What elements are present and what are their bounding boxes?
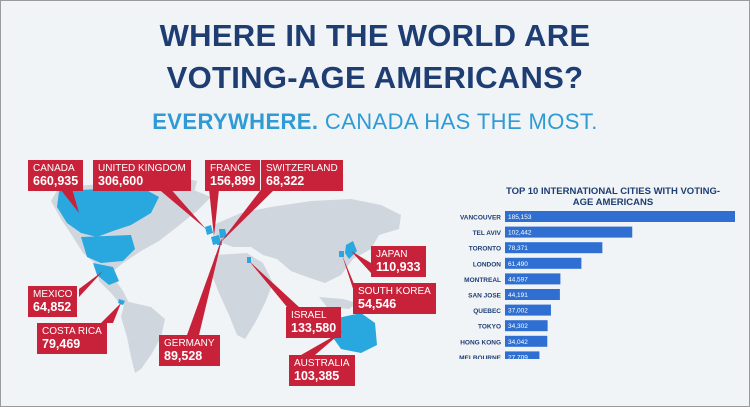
land-indonesia [319,297,357,309]
country-name: FRANCE [210,163,252,174]
land-south-america [121,301,165,373]
pointer-uk [156,187,206,229]
city-value-label: 34,302 [508,323,528,330]
callout-south-korea: SOUTH KOREA 54,546 [353,283,436,314]
land-eurasia [213,199,401,283]
city-bar [505,242,603,254]
city-label: QUEBEC [473,308,501,315]
callout-japan: JAPAN 110,933 [371,246,426,277]
city-label: TORONTO [469,246,501,253]
city-value-label: 27,709 [508,354,528,359]
country-value: 68,322 [266,174,305,188]
callout-united-kingdom: UNITED KINGDOM 306,600 [93,160,191,191]
country-value: 110,933 [376,260,421,274]
city-label: TEL AVIV [473,230,502,237]
pointer-canada [57,185,79,213]
country-name: CANADA [33,163,75,174]
country-name: GERMANY [164,338,215,349]
callout-australia: AUSTRALIA 103,385 [289,355,355,386]
country-name: ISRAEL [291,310,327,321]
city-label: MELBOURNE [459,355,502,359]
highlight-japan [345,241,357,259]
callout-mexico: MEXICO 64,852 [28,286,78,317]
city-value-label: 37,002 [508,308,528,315]
city-bar [505,335,548,347]
callout-france: FRANCE 156,899 [205,160,261,191]
pointer-israel [249,261,299,307]
pointer-costa-rica [101,303,121,323]
city-bar [505,304,551,316]
country-name: UNITED KINGDOM [98,163,186,174]
highlight-mexico [93,263,119,285]
country-value: 54,546 [358,297,397,311]
country-value: 133,580 [291,321,337,335]
city-bar [505,226,633,238]
country-value: 79,469 [42,337,81,351]
highlight-germany [219,229,227,238]
pointer-mexico [79,271,103,297]
subheadline: EVERYWHERE. CANADA HAS THE MOST. [1,109,749,135]
pointer-switzerland [220,187,277,243]
callout-canada: CANADA 660,935 [28,160,84,191]
city-label: TOKYO [478,324,501,331]
callout-switzerland: SWITZERLAND 68,322 [261,160,343,191]
highlight-south-korea [339,251,344,257]
callout-germany: GERMANY 89,528 [159,335,220,366]
highlight-australia [331,313,377,353]
subheadline-bold: EVERYWHERE. [152,109,319,134]
highlight-uk [205,225,213,235]
country-value: 306,600 [98,174,144,188]
city-value-label: 102,442 [508,230,532,237]
city-label: SAN JOSE [468,293,502,300]
city-value-label: 34,042 [508,339,528,346]
country-value: 660,935 [33,174,79,188]
city-value-label: 61,490 [508,261,528,268]
pointer-germany [187,235,223,335]
chart-title: TOP 10 INTERNATIONAL CITIES WITH VOTING-… [505,186,721,208]
city-value-label: 44,597 [508,276,528,283]
city-value-label: 44,191 [508,292,528,299]
city-bar [505,257,582,269]
callout-israel: ISRAEL 133,580 [286,307,342,338]
city-value-label: 78,371 [508,245,528,252]
headline-line-1: WHERE IN THE WORLD ARE [159,18,591,53]
highlight-israel [247,257,251,263]
land-africa [211,253,273,339]
country-value: 103,385 [294,369,340,383]
highlight-usa [81,235,135,263]
city-bar [505,320,548,332]
subheadline-rest: CANADA HAS THE MOST. [324,109,598,134]
city-bar [505,211,735,222]
headline-line-2: VOTING-AGE AMERICANS? [166,60,584,95]
city-label: VANCOUVER [460,215,501,222]
country-name: AUSTRALIA [294,358,350,369]
country-name: SWITZERLAND [266,163,338,174]
pointer-japan [351,251,371,273]
city-label: LONDON [473,261,501,268]
country-name: JAPAN [376,249,408,260]
country-value: 89,528 [164,349,203,363]
city-value-label: 185,153 [508,214,532,221]
city-label: HONG KONG [460,339,501,346]
highlight-canada [57,187,159,237]
city-label: MONTREAL [464,277,501,284]
highlighted-countries [57,187,377,353]
highlight-costa-rica [118,299,125,305]
city-bar-chart: VANCOUVER 185,153 TEL AVIV 102,442 TORONTO 78… [459,211,735,359]
city-bar [505,289,560,300]
pointer-france [209,189,219,237]
country-value: 64,852 [33,300,72,314]
callout-costa-rica: COSTA RICA 79,469 [37,323,107,354]
city-bar [505,273,561,285]
country-name: SOUTH KOREA [358,286,431,297]
country-name: COSTA RICA [42,326,102,337]
country-value: 156,899 [210,174,256,188]
city-bar [505,351,540,359]
country-name: MEXICO [33,289,73,300]
